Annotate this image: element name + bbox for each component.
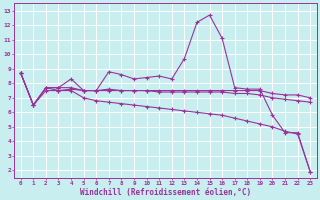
X-axis label: Windchill (Refroidissement éolien,°C): Windchill (Refroidissement éolien,°C): [80, 188, 251, 197]
